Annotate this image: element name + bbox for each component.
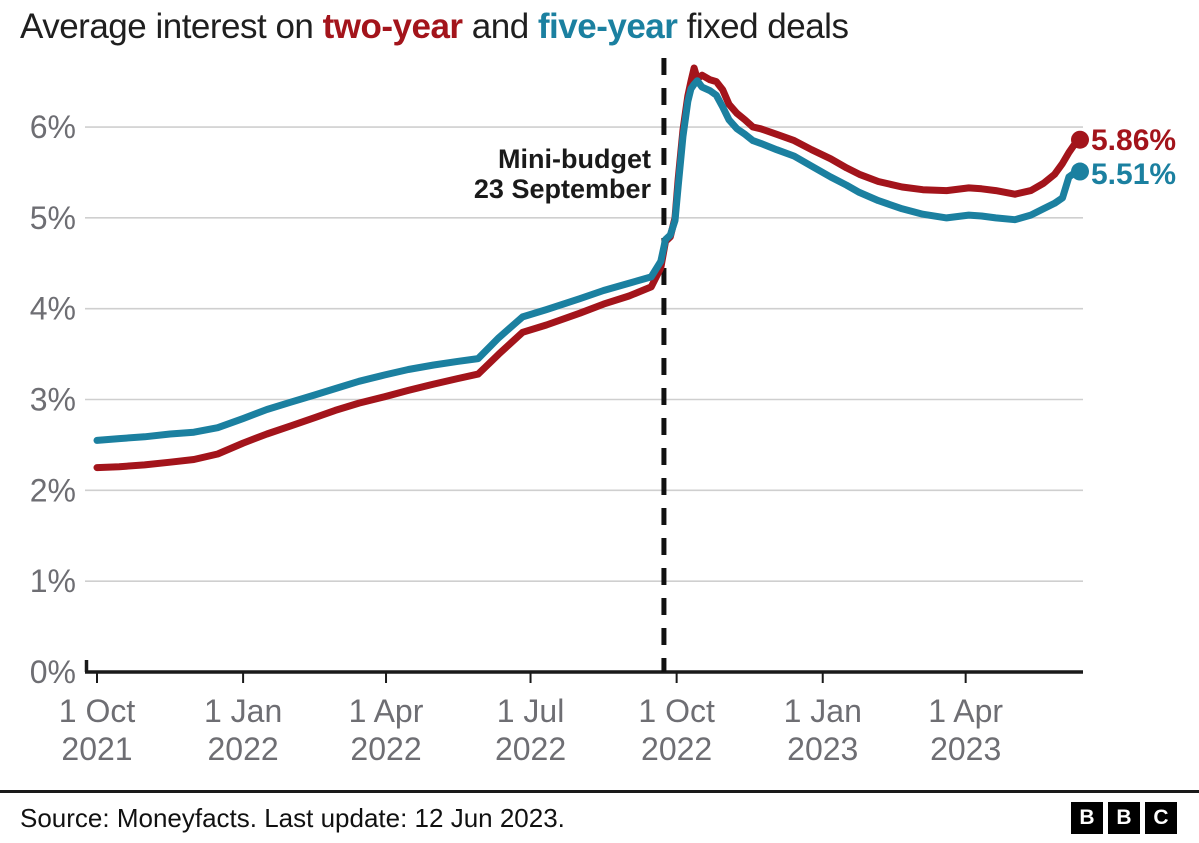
- x-tick-label-year: 2022: [350, 731, 421, 767]
- bbc-logo-block-b2: B: [1108, 802, 1140, 834]
- x-tick-label-month: 1 Jan: [784, 693, 862, 729]
- x-tick-label-month: 1 Jan: [204, 693, 282, 729]
- title-series-two-year: two-year: [322, 7, 463, 46]
- y-tick-label: 0%: [30, 654, 76, 690]
- title-prefix: Average interest on: [20, 7, 323, 46]
- end-dot-five-year: [1071, 162, 1089, 181]
- y-tick-label: 5%: [30, 200, 76, 236]
- gridlines: [85, 126, 1083, 582]
- end-label-two-year: 5.86%: [1091, 124, 1176, 157]
- annotation-line2: 23 September: [474, 174, 652, 204]
- mini-budget-annotation: Mini-budget 23 September: [474, 144, 652, 204]
- bbc-logo: B B C: [1071, 802, 1177, 834]
- x-tick-label-year: 2023: [787, 731, 858, 767]
- y-tick-label: 6%: [30, 109, 76, 145]
- end-dot-two-year: [1071, 130, 1089, 149]
- x-tick-label-year: 2022: [641, 731, 712, 767]
- x-tick-label-month: 1 Apr: [349, 693, 424, 729]
- x-tick-label-month: 1 Jul: [497, 693, 565, 729]
- data-series: [93, 64, 1089, 472]
- y-tick-label: 2%: [30, 472, 76, 508]
- footer-divider: [0, 790, 1199, 793]
- y-tick-label: 4%: [30, 291, 76, 327]
- bbc-logo-block-c: C: [1145, 802, 1177, 834]
- x-tick-label-month: 1 Apr: [928, 693, 1003, 729]
- x-tick-label-month: 1 Oct: [638, 693, 715, 729]
- x-tick-label-year: 2023: [930, 731, 1001, 767]
- title-series-five-year: five-year: [537, 7, 678, 46]
- x-tick-label-year: 2021: [61, 731, 132, 767]
- annotation-line1: Mini-budget: [498, 144, 651, 174]
- y-tick-label: 1%: [30, 563, 76, 599]
- title-suffix: fixed deals: [677, 7, 849, 46]
- footer: Source: Moneyfacts. Last update: 12 Jun …: [0, 793, 1199, 843]
- source-text: Source: Moneyfacts. Last update: 12 Jun …: [20, 802, 565, 833]
- series-line-two-year: [93, 64, 1084, 472]
- x-tick-label-year: 2022: [495, 731, 566, 767]
- title-mid: and: [462, 7, 538, 46]
- x-tick-label-year: 2022: [208, 731, 279, 767]
- y-tick-label: 3%: [30, 382, 76, 418]
- bbc-logo-block-b1: B: [1071, 802, 1103, 834]
- x-tick-label-month: 1 Oct: [59, 693, 136, 729]
- end-label-five-year: 5.51%: [1091, 158, 1176, 191]
- series-line-five-year: [93, 77, 1084, 444]
- chart-title: Average interest on two-year and five-ye…: [20, 6, 849, 48]
